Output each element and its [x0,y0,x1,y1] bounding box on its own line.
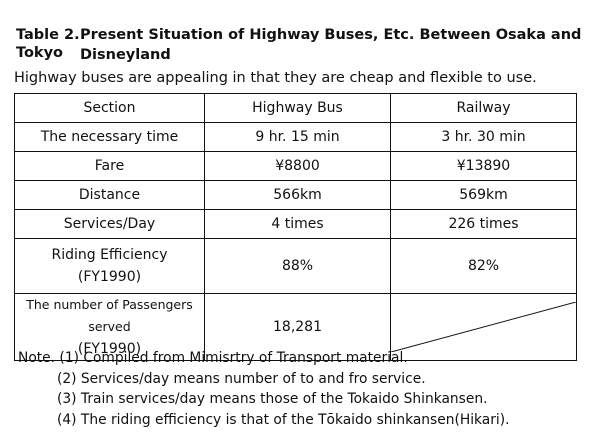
table-title-line1: Present Situation of Highway Buses, Etc.… [16,27,582,61]
table-title: Table 2.Present Situation of Highway Bus… [16,26,600,62]
rail-value: 3 hr. 30 min [390,122,577,152]
rail-value: 569km [390,180,577,210]
row-label: Distance [14,180,205,210]
bus-value: 18,281 [204,293,391,361]
table-title-line2: Disneyland [80,47,171,63]
table-number: Table 2. [16,27,80,43]
row-label: Services/Day [14,209,205,239]
notes: Note. (1) Compiled from Mimisrtry of Tra… [18,348,510,430]
row-label-sub: (FY1990) [77,341,142,357]
note-item: (3) Train services/day means those of th… [57,391,488,407]
row-label: The number of Passengers served (FY1990) [14,293,205,361]
diagonal-line [391,302,576,352]
table-header-row: Section Highway Bus Railway [14,93,577,123]
bus-value: 88% [204,238,391,294]
note-item: (2) Services/day means number of to and … [57,370,426,387]
row-label: Fare [14,151,205,181]
header-section: Section [14,93,205,123]
rail-value: ¥13890 [390,151,577,181]
row-label: Riding Efficiency (FY1990) [14,238,205,294]
bus-value: 4 times [204,209,391,239]
row-label-main: The number of Passengers served [26,297,193,334]
table-row: The number of Passengers served (FY1990)… [14,293,577,361]
empty-cell-diagonal [390,293,577,361]
table-row: Services/Day 4 times 226 times [14,209,577,239]
bus-value: ¥8800 [204,151,391,181]
rail-value: 82% [390,238,577,294]
rail-value: 226 times [390,209,577,239]
row-label-sub: (FY1990) [77,269,142,285]
header-highway-bus: Highway Bus [204,93,391,123]
note-item: Note. (1) Compiled from Mimisrtry of Tra… [18,350,408,366]
row-label: The necessary time [14,122,205,152]
table-row: Distance 566km 569km [14,180,577,210]
row-label-main: Riding Efficiency [51,247,168,263]
bus-value: 9 hr. 15 min [204,122,391,152]
note-item: (4) The riding efficiency is that of the… [57,411,510,428]
table-row: Fare ¥8800 ¥13890 [14,151,577,181]
table-row: The necessary time 9 hr. 15 min 3 hr. 30… [14,122,577,152]
table-row: Riding Efficiency (FY1990) 88% 82% [14,238,577,294]
table-caption: Highway buses are appealing in that they… [14,70,537,86]
bus-value: 566km [204,180,391,210]
comparison-table: Section Highway Bus Railway The necessar… [14,93,577,361]
header-railway: Railway [390,93,577,123]
